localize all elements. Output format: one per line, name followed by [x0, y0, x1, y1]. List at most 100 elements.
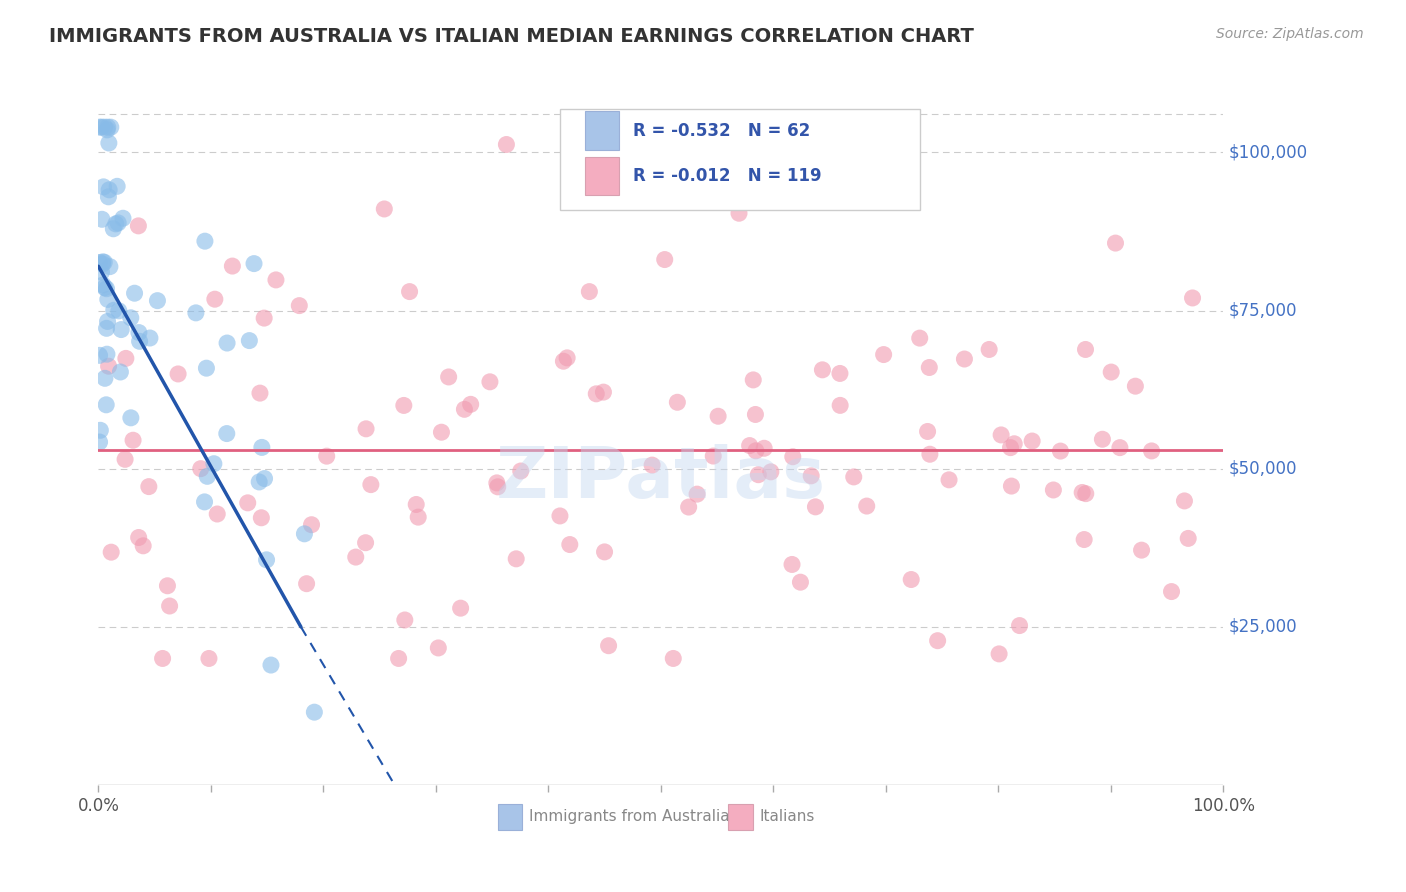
- Point: [304, 705, 326, 719]
- Point: [1181, 291, 1204, 305]
- Point: [103, 303, 125, 318]
- Point: [103, 221, 125, 235]
- Point: [207, 507, 229, 521]
- Text: Immigrants from Australia: Immigrants from Australia: [529, 809, 730, 824]
- Point: [91, 257, 114, 271]
- Point: [128, 334, 150, 349]
- Point: [1042, 483, 1064, 497]
- Point: [360, 477, 382, 491]
- Point: [485, 475, 508, 490]
- Text: R = -0.532   N = 62: R = -0.532 N = 62: [633, 121, 810, 139]
- Point: [96, 347, 118, 361]
- Point: [93, 120, 115, 135]
- Point: [301, 517, 323, 532]
- Point: [96, 321, 118, 335]
- Point: [89, 423, 111, 437]
- Point: [184, 306, 207, 320]
- Point: [100, 545, 122, 559]
- Point: [555, 351, 578, 365]
- Point: [215, 426, 238, 441]
- Point: [702, 449, 724, 463]
- FancyBboxPatch shape: [585, 157, 619, 194]
- Point: [247, 475, 270, 489]
- Point: [156, 579, 179, 593]
- Point: [107, 216, 129, 230]
- Text: IMMIGRANTS FROM AUSTRALIA VS ITALIAN MEDIAN EARNINGS CORRELATION CHART: IMMIGRANTS FROM AUSTRALIA VS ITALIAN MED…: [49, 27, 974, 45]
- Point: [193, 495, 215, 509]
- Point: [927, 633, 949, 648]
- Point: [110, 365, 132, 379]
- Point: [167, 367, 190, 381]
- Point: [256, 553, 278, 567]
- Point: [917, 425, 939, 439]
- Point: [406, 510, 429, 524]
- Point: [127, 219, 149, 233]
- Point: [132, 539, 155, 553]
- Point: [662, 651, 685, 665]
- Point: [558, 537, 581, 551]
- Point: [89, 255, 111, 269]
- Point: [97, 359, 120, 374]
- Point: [553, 354, 575, 368]
- Point: [195, 361, 218, 376]
- Point: [91, 212, 114, 227]
- Point: [96, 314, 118, 328]
- Point: [548, 508, 571, 523]
- Point: [1140, 444, 1163, 458]
- Point: [918, 360, 941, 375]
- Point: [217, 336, 239, 351]
- Point: [804, 500, 827, 514]
- Point: [1002, 436, 1025, 450]
- Point: [94, 371, 117, 385]
- Point: [1091, 432, 1114, 446]
- Point: [260, 658, 283, 673]
- Point: [108, 303, 131, 318]
- Point: [91, 277, 114, 292]
- Point: [90, 265, 112, 279]
- Point: [1074, 486, 1097, 500]
- Point: [842, 470, 865, 484]
- Point: [194, 234, 217, 248]
- Point: [354, 535, 377, 549]
- Point: [405, 498, 427, 512]
- Point: [315, 449, 337, 463]
- Point: [105, 179, 128, 194]
- Point: [243, 257, 266, 271]
- Point: [592, 385, 614, 400]
- Text: $50,000: $50,000: [1229, 459, 1298, 478]
- Point: [598, 639, 620, 653]
- Point: [430, 425, 453, 440]
- Point: [190, 461, 212, 475]
- Point: [830, 398, 852, 412]
- Point: [250, 441, 273, 455]
- Point: [900, 573, 922, 587]
- Point: [450, 601, 472, 615]
- Point: [294, 526, 316, 541]
- Point: [728, 206, 751, 220]
- Point: [89, 120, 111, 135]
- Point: [872, 347, 894, 361]
- Point: [759, 465, 782, 479]
- FancyBboxPatch shape: [585, 112, 619, 150]
- Point: [990, 428, 1012, 442]
- Point: [120, 410, 142, 425]
- Text: Source: ZipAtlas.com: Source: ZipAtlas.com: [1216, 27, 1364, 41]
- Point: [1125, 379, 1147, 393]
- Point: [1071, 485, 1094, 500]
- Point: [392, 399, 415, 413]
- Point: [388, 651, 411, 665]
- Point: [128, 531, 150, 545]
- Point: [288, 299, 311, 313]
- Point: [1073, 533, 1095, 547]
- Point: [110, 322, 132, 336]
- Point: [89, 348, 111, 362]
- Point: [1000, 441, 1022, 455]
- Point: [478, 375, 501, 389]
- Point: [115, 351, 138, 366]
- Point: [1074, 343, 1097, 357]
- Point: [738, 439, 761, 453]
- Point: [90, 120, 112, 135]
- Point: [1130, 543, 1153, 558]
- Point: [398, 285, 420, 299]
- Point: [344, 550, 367, 565]
